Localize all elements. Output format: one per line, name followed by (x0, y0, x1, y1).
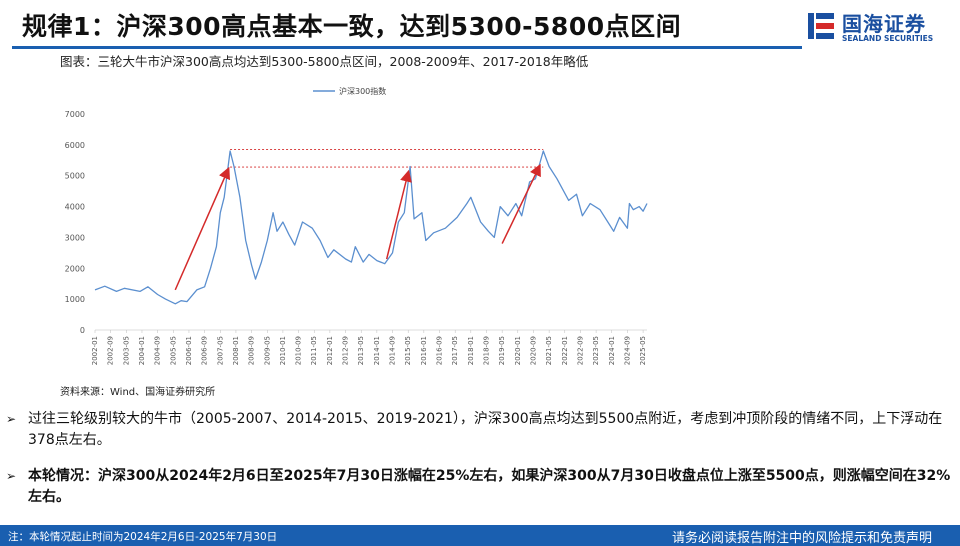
x-tick-label: 2004-01 (138, 336, 146, 365)
trend-arrow (501, 163, 541, 244)
x-tick-label: 2022-01 (561, 336, 569, 365)
y-tick-label: 4000 (65, 203, 85, 212)
logo-name-en: SEALAND SECURITIES (842, 34, 934, 43)
logo-mark-icon (808, 13, 834, 39)
x-tick-label: 2018-01 (467, 336, 475, 365)
legend-label: 沪深300指数 (339, 86, 386, 96)
bullet-point-1: ➢ 过往三轮级别较大的牛市（2005-2007、2014-2015、2019-2… (6, 409, 956, 451)
x-tick-label: 2021-05 (545, 336, 553, 365)
x-tick-label: 2004-09 (154, 336, 162, 365)
x-tick-label: 2014-01 (373, 336, 381, 365)
line-chart: 沪深300指数 0 1000 2000 3000 4000 5000 6000 7000 2002… (65, 86, 648, 365)
x-tick-label: 2019-05 (498, 336, 506, 365)
x-tick-label: 2016-09 (436, 336, 444, 365)
bullet-text-2: 本轮情况：沪深300从2024年2月6日至2025年7月30日涨幅在25%左右，… (28, 468, 951, 505)
x-tick-label: 2005-05 (169, 336, 177, 365)
y-tick-label: 6000 (65, 141, 85, 150)
series-line-hs300 (94, 150, 648, 305)
x-tick-label: 2013-05 (357, 336, 365, 365)
x-tick-label: 2010-01 (279, 336, 287, 365)
x-tick-label: 2011-05 (310, 336, 318, 365)
page-title: 规律1：沪深300高点基本一致，达到5300-5800点区间 (22, 12, 682, 41)
x-tick-label: 2012-09 (342, 336, 350, 365)
x-tick-label: 2007-05 (216, 336, 224, 365)
y-tick-label: 7000 (65, 110, 85, 119)
x-tick-label: 2003-05 (122, 336, 130, 365)
header-divider (12, 46, 802, 49)
x-tick-label: 2010-09 (295, 336, 303, 365)
x-tick-label: 2018-09 (482, 336, 490, 365)
y-tick-label: 0 (80, 326, 85, 335)
x-tick-label: 2002-09 (107, 336, 115, 365)
trend-arrow (174, 166, 230, 291)
bullet-arrow-icon: ➢ (6, 412, 17, 426)
x-tick-label: 2025-05 (639, 336, 647, 365)
figure-caption: 图表：三轮大牛市沪深300高点均达到5300-5800点区间，2008-2009… (60, 54, 589, 69)
footer-note: 注：本轮情况起止时间为2024年2月6日-2025年7月30日 (8, 531, 278, 543)
x-tick-label: 2006-09 (201, 336, 209, 365)
bullet-arrow-icon: ➢ (6, 469, 17, 483)
y-tick-label: 1000 (65, 295, 85, 304)
logo-name-cn: 国海证券 (842, 12, 926, 36)
y-tick-label: 3000 (65, 233, 85, 242)
x-tick-label: 2014-09 (389, 336, 397, 365)
x-tick-label: 2024-09 (623, 336, 631, 365)
x-tick-label: 2002-01 (91, 336, 99, 365)
footer-disclaimer: 请务必阅读报告附注中的风险提示和免责声明 (671, 531, 932, 546)
x-tick-label: 2024-01 (608, 336, 616, 365)
x-tick-label: 2012-01 (326, 336, 334, 365)
x-tick-label: 2008-09 (248, 336, 256, 365)
x-tick-label: 2017-05 (451, 336, 459, 365)
company-logo: 国海证券 SEALAND SECURITIES (806, 8, 946, 48)
x-tick-label: 2009-05 (263, 336, 271, 365)
x-tick-label: 2015-05 (404, 336, 412, 365)
x-tick-label: 2020-01 (514, 336, 522, 365)
x-tick-label: 2006-01 (185, 336, 193, 365)
x-tick-label: 2016-01 (420, 336, 428, 365)
bullet-text-1: 过往三轮级别较大的牛市（2005-2007、2014-2015、2019-202… (28, 411, 943, 448)
x-tick-label: 2020-09 (529, 336, 537, 365)
y-tick-label: 2000 (65, 264, 85, 273)
trend-arrow (385, 169, 412, 260)
figure-source: 资料来源：Wind、国海证券研究所 (60, 387, 216, 398)
footer-bar: 注：本轮情况起止时间为2024年2月6日-2025年7月30日 请务必阅读报告附… (0, 525, 960, 546)
x-tick-label: 2022-09 (576, 336, 584, 365)
x-tick-label: 2008-01 (232, 336, 240, 365)
x-tick-label: 2023-05 (592, 336, 600, 365)
bullet-point-2: ➢ 本轮情况：沪深300从2024年2月6日至2025年7月30日涨幅在25%左… (6, 466, 956, 508)
y-tick-label: 5000 (65, 172, 85, 181)
